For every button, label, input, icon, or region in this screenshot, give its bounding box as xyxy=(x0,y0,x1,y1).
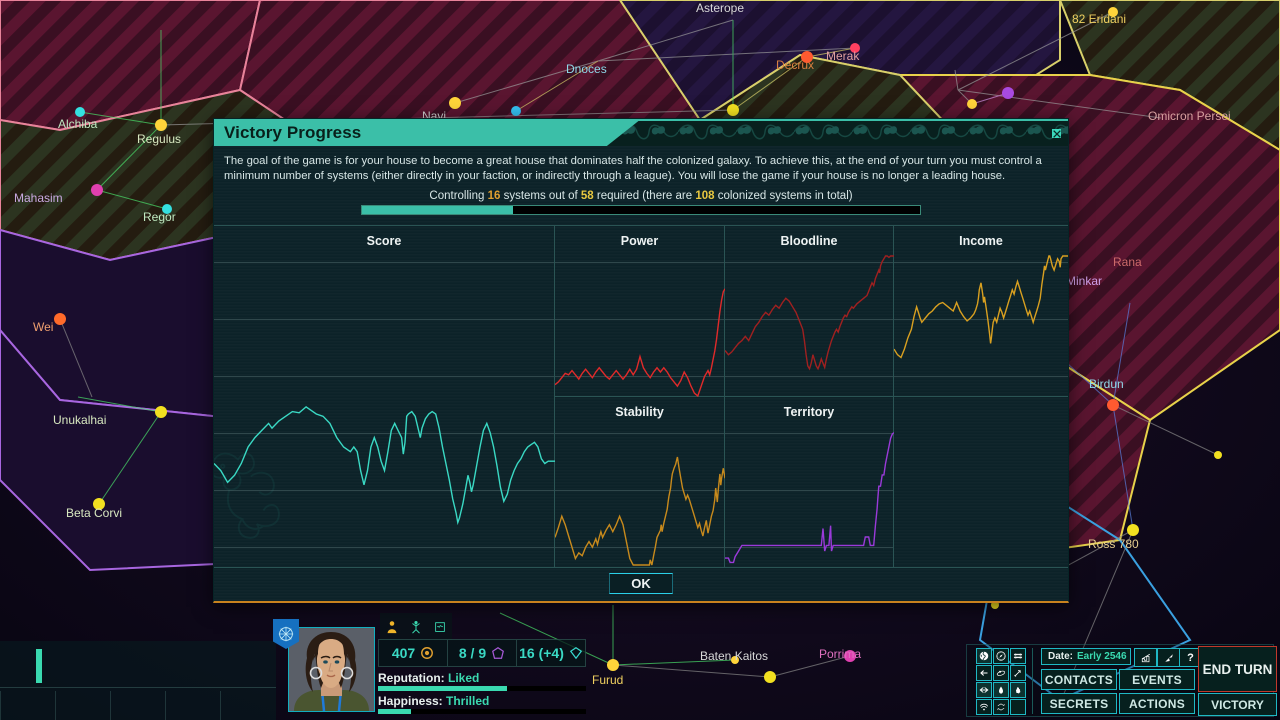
svg-text:Alchiba: Alchiba xyxy=(58,117,98,131)
svg-text:Decrux: Decrux xyxy=(776,58,814,72)
svg-text:Porrima: Porrima xyxy=(819,647,861,661)
svg-text:Asterope: Asterope xyxy=(696,1,744,15)
svg-text:Birdun: Birdun xyxy=(1089,377,1124,391)
svg-text:Merak: Merak xyxy=(826,49,860,63)
svg-text:Mahasim: Mahasim xyxy=(14,191,63,205)
svg-text:Unukalhai: Unukalhai xyxy=(53,413,106,427)
svg-text:82 Eridani: 82 Eridani xyxy=(1072,12,1126,26)
svg-text:Regulus: Regulus xyxy=(137,132,181,146)
svg-text:Omicron Persei: Omicron Persei xyxy=(1148,109,1231,123)
svg-text:Dnoces: Dnoces xyxy=(566,62,607,76)
svg-text:Regor: Regor xyxy=(143,210,176,224)
svg-text:Wei: Wei xyxy=(33,320,53,334)
svg-text:Furud: Furud xyxy=(592,673,623,687)
svg-text:Minkar: Minkar xyxy=(1066,274,1102,288)
svg-text:Baten Kaitos: Baten Kaitos xyxy=(700,649,768,663)
svg-text:Rana: Rana xyxy=(1113,255,1142,269)
svg-text:Ross 780: Ross 780 xyxy=(1088,537,1139,551)
svg-text:Beta Corvi: Beta Corvi xyxy=(66,506,122,520)
